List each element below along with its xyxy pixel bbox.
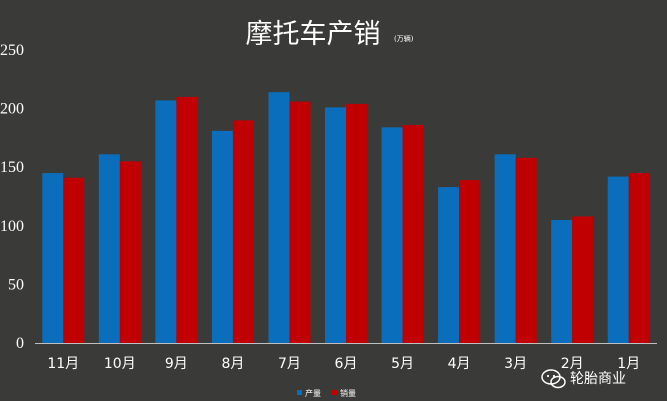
- bar-sales: [515, 157, 537, 343]
- x-tick-label: 2月: [561, 356, 584, 372]
- bar-sales: [232, 120, 254, 343]
- bar-production: [607, 176, 629, 343]
- bar-production: [268, 92, 290, 343]
- bar-production: [551, 219, 573, 343]
- bar-sales: [572, 216, 594, 343]
- x-axis: 11月 10月 9月 8月 7月 6月 5月 4月 3月 2月 1月: [35, 343, 657, 372]
- y-tick-label: 50: [8, 276, 24, 293]
- bar-sales: [119, 161, 141, 343]
- legend-label: 产量: [305, 388, 321, 398]
- bars: [42, 92, 650, 344]
- y-tick-label: 150: [0, 159, 24, 176]
- legend: 产量 销量: [297, 388, 356, 398]
- bar-sales: [176, 96, 198, 343]
- x-tick-label: 8月: [221, 356, 244, 372]
- bar-sales: [289, 101, 311, 344]
- bar-sales: [346, 103, 367, 343]
- y-tick-label: 200: [0, 101, 24, 118]
- chart-subtitle: (万辆): [394, 34, 414, 43]
- bar-sales: [402, 125, 424, 344]
- y-tick-label: 0: [16, 335, 24, 352]
- legend-label: 销量: [340, 388, 356, 398]
- chart-title-group: 摩托车产销 (万辆): [246, 19, 414, 50]
- legend-swatch: [297, 390, 302, 395]
- x-tick-label: 10月: [104, 356, 136, 372]
- y-axis: 0 50 100 150 200 250: [0, 42, 24, 352]
- bar-production: [42, 173, 64, 343]
- x-tick-label: 9月: [165, 356, 188, 372]
- bar-production: [381, 127, 403, 344]
- chart-title: 摩托车产销: [246, 19, 381, 50]
- bar-production: [98, 154, 120, 343]
- legend-swatch: [332, 390, 337, 395]
- wechat-icon: [541, 369, 566, 389]
- bar-production: [211, 130, 233, 343]
- x-tick-label: 6月: [335, 356, 358, 372]
- bar-production: [155, 100, 177, 344]
- bar-sales: [628, 173, 650, 343]
- bar-production: [325, 107, 346, 343]
- bar-sales: [459, 180, 481, 343]
- x-tick-label: 4月: [448, 356, 471, 372]
- x-tick-label: 3月: [504, 356, 527, 372]
- bar-sales: [63, 177, 85, 343]
- x-tick-label: 11月: [47, 356, 79, 372]
- y-tick-label: 100: [0, 218, 24, 235]
- watermark-text: 轮胎商业: [570, 371, 626, 387]
- x-tick-label: 5月: [391, 356, 414, 372]
- bar-production: [438, 187, 460, 343]
- y-tick-label: 250: [0, 42, 24, 59]
- x-tick-label: 7月: [278, 356, 301, 372]
- watermark: 轮胎商业: [541, 369, 626, 389]
- x-tick-label: 1月: [617, 356, 640, 372]
- bar-production: [494, 154, 516, 343]
